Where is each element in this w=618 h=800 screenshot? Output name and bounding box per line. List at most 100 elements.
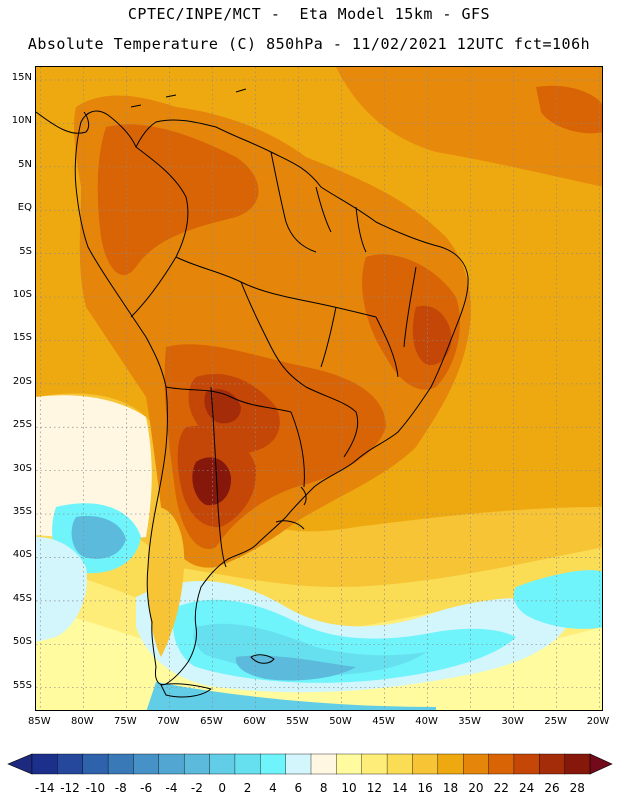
colorbar-swatch (31, 753, 59, 775)
colorbar-label: 18 (442, 781, 459, 795)
colorbar-label: -10 (85, 781, 106, 795)
colorbar-swatch (564, 753, 591, 775)
colorbar-label: -2 (190, 781, 203, 795)
colorbar-label: 28 (569, 781, 585, 795)
field-continent-hot-1 (97, 124, 259, 276)
colorbar-swatch (209, 753, 236, 775)
colorbar-swatch (260, 753, 287, 775)
colorbar-label: 12 (366, 781, 383, 795)
colorbar-label: 8 (319, 781, 328, 795)
colorbar-label: -8 (114, 781, 127, 795)
border-9 (270, 151, 317, 253)
lat-label: 5N (18, 158, 32, 170)
colorbar-max-arrow (589, 753, 613, 775)
colorbar-swatch (462, 753, 490, 775)
lon-label: 20W (586, 716, 610, 727)
coastlines (36, 88, 469, 698)
colorbar-swatch (361, 753, 388, 775)
lon-label: 75W (114, 716, 137, 727)
lon-label: 60W (243, 716, 266, 727)
lat-label: 40S (12, 549, 32, 561)
field-patagonia-warm (147, 507, 185, 657)
colorbar-swatch (57, 753, 84, 775)
colorbar (7, 753, 613, 775)
colorbar-swatch (158, 753, 185, 775)
colorbar-swatch (386, 753, 414, 775)
graticule (36, 67, 602, 710)
map-subtitle: Absolute Temperature (C) 850hPa - 11/02/… (27, 35, 591, 53)
colorbar-label: -14 (34, 781, 55, 795)
colorbar-label: -6 (140, 781, 153, 795)
field-cool-band-4 (36, 607, 602, 710)
lon-label: 30W (501, 716, 524, 727)
lat-label: 50S (12, 636, 32, 648)
colorbar-label: 10 (341, 781, 357, 795)
caribbean-islands (130, 88, 247, 108)
lon-label: 70W (157, 716, 180, 727)
colorbar-swatch (234, 753, 261, 775)
border-5 (165, 386, 292, 413)
central-america (36, 111, 90, 134)
colorbar-label: -12 (60, 781, 80, 795)
border-12 (375, 316, 399, 378)
border-3 (240, 281, 307, 388)
lat-label: EQ (17, 202, 32, 214)
colorbar-swatch (539, 753, 566, 775)
colorbar-label: 0 (218, 781, 227, 795)
colorbar-swatch (488, 753, 515, 775)
border-2 (175, 256, 377, 318)
colorbar-swatch (412, 753, 439, 775)
border-14 (403, 266, 417, 348)
colorbar-label: 4 (269, 781, 277, 795)
field-far-south-cold (146, 682, 436, 710)
lat-label: 10N (11, 115, 32, 127)
colorbar-label: 16 (417, 781, 433, 795)
lon-label: 55W (286, 716, 309, 727)
map-title: CPTEC/INPE/MCT - Eta Model 15km - GFS (127, 5, 491, 23)
colorbar-swatch (310, 753, 338, 775)
lon-label: 35W (458, 716, 481, 727)
colorbar-label: 2 (243, 781, 252, 795)
field-continent-hot-4 (412, 305, 452, 366)
field-continent-hottest-2 (192, 457, 232, 506)
lat-label: 15S (12, 332, 32, 344)
colorbar-swatch (133, 753, 160, 775)
border-8 (130, 256, 177, 318)
field-warm-band-ne (336, 67, 602, 187)
colorbar-swatch (82, 753, 109, 775)
colorbar-swatch (437, 753, 464, 775)
colorbar-min-arrow (7, 753, 33, 775)
lat-label: 25S (12, 419, 32, 431)
field-pacific-cold-2 (71, 516, 126, 559)
colorbar-label: 6 (294, 781, 303, 795)
border-11 (355, 206, 367, 253)
temperature-map[interactable] (35, 66, 603, 711)
field-pacific-pale (36, 395, 152, 540)
lon-label: 40W (415, 716, 438, 727)
lat-label: 45S (12, 592, 32, 604)
border-10 (315, 186, 332, 233)
lagoa-dos-patos (300, 486, 307, 506)
colorbar-swatch (107, 753, 135, 775)
map-canvas (36, 67, 602, 710)
colorbar-swatch (183, 753, 211, 775)
lon-label: 45W (372, 716, 395, 727)
colorbar-swatch (285, 753, 312, 775)
border-7 (290, 411, 305, 488)
field-southeast-cold (513, 570, 602, 629)
lat-label: 15N (11, 72, 32, 84)
colorbar-label: 20 (468, 781, 484, 795)
lon-label: 65W (200, 716, 223, 727)
field-hot-spot-ne (536, 85, 602, 134)
colorbar-swatch (336, 753, 363, 775)
lon-label: 85W (27, 716, 51, 727)
la-plata-estuary (275, 520, 305, 530)
colorbar-label: 26 (544, 781, 560, 795)
lat-label: 30S (12, 462, 32, 474)
tierra-del-fuego (160, 683, 212, 698)
lon-label: 25W (544, 716, 567, 727)
colorbar-label: 14 (392, 781, 408, 795)
lat-label: 55S (12, 679, 32, 691)
border-1 (135, 146, 189, 258)
border-13 (320, 306, 337, 368)
